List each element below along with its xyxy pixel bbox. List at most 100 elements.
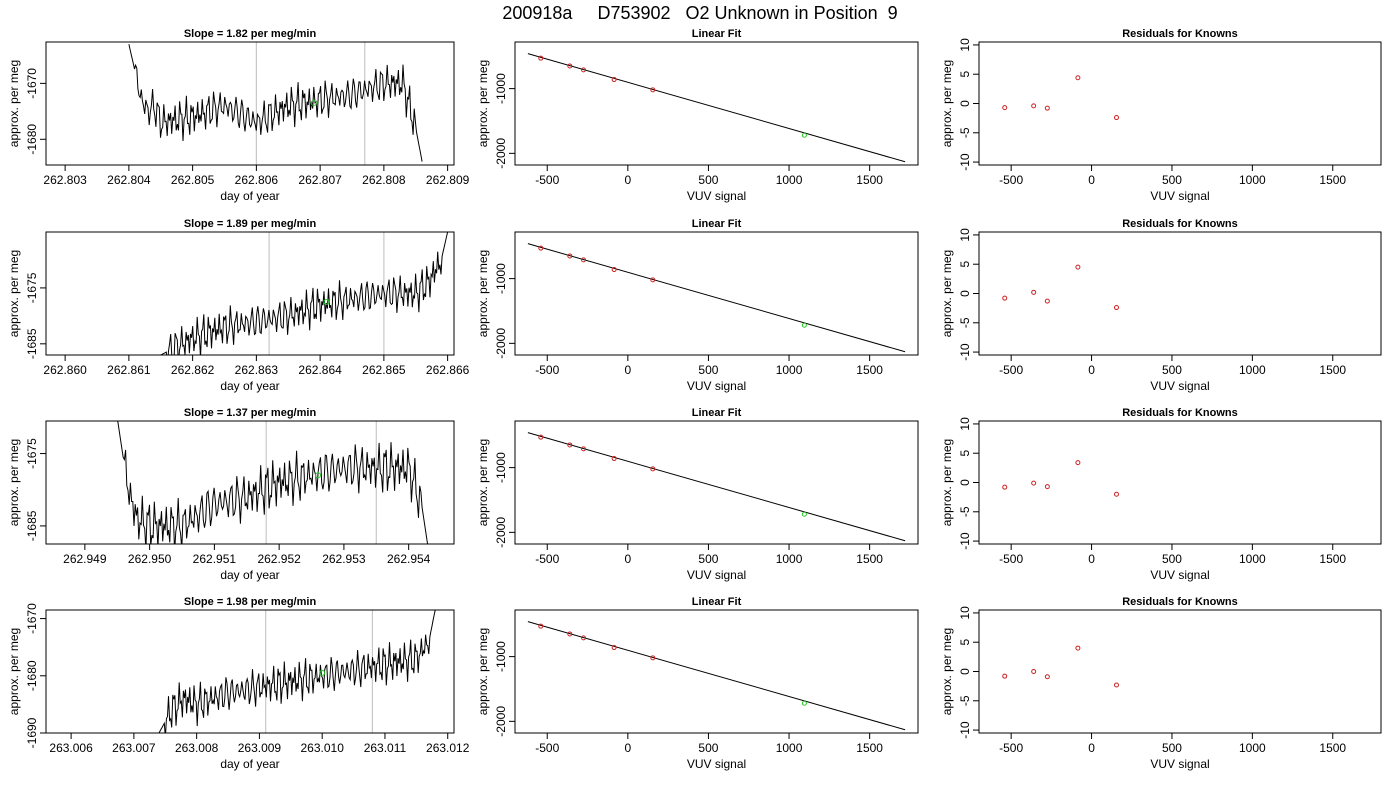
x-axis-label: VUV signal	[1150, 189, 1209, 203]
x-tick-label: 263.009	[238, 741, 282, 755]
known-point	[1002, 105, 1008, 111]
panel-title: Slope = 1.89 per meg/min	[184, 218, 317, 230]
known-point	[1075, 460, 1081, 466]
plot-area	[527, 621, 906, 731]
y-tick-label: -10	[958, 721, 972, 739]
plot-frame	[514, 609, 919, 734]
known-point	[581, 446, 587, 452]
x-tick-label: 262.954	[387, 552, 431, 566]
panel-title: Slope = 1.82 per meg/min	[184, 28, 317, 40]
y-tick-label: -5	[958, 317, 972, 328]
known-point	[538, 55, 544, 61]
x-tick-label: 500	[698, 552, 718, 566]
y-tick-label: -1000	[494, 73, 508, 104]
plot-area	[117, 421, 429, 544]
plot-frame	[45, 420, 455, 545]
x-axis-label: VUV signal	[687, 189, 746, 203]
x-axis-label: VUV signal	[1150, 568, 1209, 582]
unknown-mean-point	[323, 298, 330, 305]
known-point	[567, 253, 573, 259]
known-point	[1113, 305, 1119, 311]
panel-title: Linear Fit	[692, 28, 742, 40]
plot-area	[527, 243, 906, 353]
known-point	[538, 245, 544, 251]
known-point	[611, 456, 617, 462]
x-tick-label: 263.012	[426, 741, 470, 755]
known-point	[650, 87, 656, 93]
known-point	[1031, 480, 1037, 486]
known-point	[538, 434, 544, 440]
x-tick-label: 1000	[776, 173, 803, 187]
known-point	[1044, 674, 1050, 680]
x-axis-label: day of year	[220, 379, 279, 393]
y-tick-label: 0	[958, 290, 972, 297]
y-tick-label: -5	[958, 127, 972, 138]
x-tick-label: 262.804	[107, 173, 151, 187]
measurement-trace	[128, 44, 423, 162]
panel-r3c2: Linear Fit VUV signal approx. per meg -500 0…	[476, 407, 919, 582]
y-tick-label: -1685	[25, 510, 39, 541]
panel-title: Linear Fit	[692, 218, 742, 230]
x-tick-label: 262.806	[235, 173, 279, 187]
panel-title: Linear Fit	[692, 407, 742, 419]
y-tick-label: 10	[958, 228, 972, 242]
plot-area	[527, 53, 906, 163]
x-tick-label: 500	[698, 741, 718, 755]
panel-title: Slope = 1.98 per meg/min	[184, 596, 317, 608]
x-tick-label: 262.949	[63, 552, 107, 566]
known-point	[581, 67, 587, 73]
x-axis-label: VUV signal	[1150, 757, 1209, 771]
x-axis-label: VUV signal	[687, 568, 746, 582]
panel-r2c3: Residuals for Knowns VUV signal approx. pe…	[940, 218, 1382, 393]
x-tick-label: 0	[624, 173, 631, 187]
panel-r3c1: Slope = 1.37 per meg/min day of year appro…	[7, 407, 455, 582]
x-tick-label: -500	[999, 363, 1023, 377]
y-tick-label: -10	[958, 153, 972, 171]
x-tick-label: 500	[1162, 173, 1182, 187]
plot-frame	[45, 231, 455, 356]
plot-frame	[978, 41, 1382, 166]
known-point	[567, 631, 573, 637]
plot-frame	[514, 41, 919, 166]
x-tick-label: 262.862	[171, 363, 215, 377]
known-point	[1002, 484, 1008, 490]
x-tick-label: 0	[1088, 552, 1095, 566]
x-tick-label: 262.953	[322, 552, 366, 566]
x-tick-label: 262.952	[257, 552, 301, 566]
y-tick-label: 10	[958, 606, 972, 620]
measurement-trace	[158, 610, 436, 733]
x-tick-label: 1500	[856, 363, 883, 377]
y-tick-label: -10	[958, 532, 972, 550]
panel-r2c1: Slope = 1.89 per meg/min day of year appro…	[7, 218, 470, 393]
known-point	[1075, 264, 1081, 270]
x-tick-label: 1000	[776, 552, 803, 566]
panel-r4c1: Slope = 1.98 per meg/min day of year appro…	[7, 596, 470, 771]
known-point	[1031, 289, 1037, 295]
panel-title: Linear Fit	[692, 596, 742, 608]
x-axis-label: VUV signal	[687, 379, 746, 393]
unknown-mean-point	[319, 669, 326, 676]
x-tick-label: 500	[698, 173, 718, 187]
known-point	[650, 277, 656, 283]
x-tick-label: 263.011	[364, 741, 407, 755]
plot-frame	[978, 609, 1382, 734]
panel-r2c2: Linear Fit VUV signal approx. per meg -500 0…	[476, 218, 919, 393]
x-axis-label: VUV signal	[687, 757, 746, 771]
fit-line	[527, 432, 906, 542]
unknown-point	[801, 132, 807, 138]
x-tick-label: 263.006	[49, 741, 93, 755]
y-axis-label: approx. per meg	[940, 60, 954, 147]
x-tick-label: 262.807	[298, 173, 342, 187]
x-tick-label: 0	[624, 363, 631, 377]
y-axis-label: approx. per meg	[476, 439, 490, 526]
known-point	[1031, 669, 1037, 674]
y-tick-label: 0	[958, 668, 972, 675]
y-tick-label: -1000	[494, 641, 508, 672]
known-point	[1075, 645, 1081, 651]
known-point	[1044, 105, 1050, 111]
x-tick-label: 262.861	[107, 363, 151, 377]
x-tick-label: 262.864	[298, 363, 342, 377]
x-tick-label: 262.951	[193, 552, 237, 566]
x-tick-label: -500	[999, 552, 1023, 566]
